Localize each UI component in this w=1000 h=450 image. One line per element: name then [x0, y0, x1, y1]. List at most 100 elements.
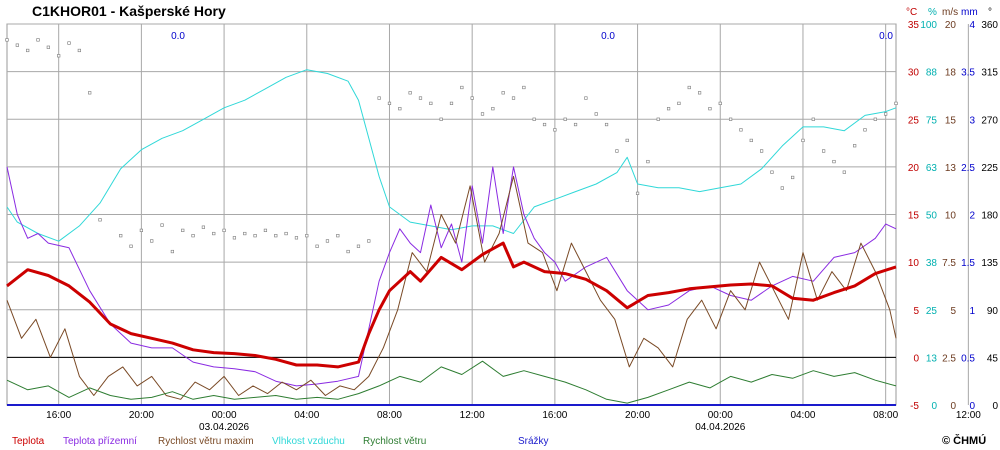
wind-direction-point: [5, 38, 9, 42]
wind-direction-point: [170, 249, 174, 254]
y-tick-label: 10: [908, 258, 920, 269]
wind-direction-point: [15, 43, 19, 47]
y-tick-label: 5: [950, 306, 956, 317]
wind-direction-point: [553, 128, 557, 132]
unit-percent: %: [928, 7, 937, 18]
wind-direction-point: [749, 138, 753, 143]
wind-direction-point: [656, 117, 660, 121]
wind-direction-point: [791, 175, 795, 180]
wind-direction-point: [480, 112, 485, 116]
wind-direction-point: [201, 225, 206, 229]
y-tick-label: 20: [945, 20, 957, 31]
y-axes: 35302520151050-5100887563503825130201815…: [908, 20, 999, 412]
y-tick-label: 100: [920, 20, 937, 31]
wind-direction-point: [232, 236, 237, 240]
wind-direction-point: [305, 234, 309, 238]
wind-direction-point: [811, 117, 815, 121]
wind-direction-point: [294, 236, 299, 240]
wind-direction-point: [760, 149, 764, 153]
x-tick-label: 08:00: [873, 410, 898, 421]
x-tick-label: 04:00: [294, 410, 319, 421]
legend: Teplota Teplota přízemní Rychlost větru ma…: [12, 436, 549, 447]
wind-direction-point: [604, 122, 609, 127]
wind-direction-point: [150, 239, 154, 243]
wind-direction-point: [677, 101, 681, 105]
y-tick-label: 13: [926, 353, 938, 364]
wind-direction-point: [687, 85, 691, 90]
y-tick-label: 38: [926, 258, 938, 269]
x-tick-label: 00:00: [708, 410, 733, 421]
y-tick-label: 90: [987, 306, 999, 317]
wind-direction-point: [770, 170, 774, 174]
y-tick-label: 5: [913, 306, 919, 317]
wind-direction-point: [429, 101, 433, 105]
y-tick-label: -5: [910, 401, 919, 412]
wind-direction-point: [873, 117, 877, 121]
wind-direction-point: [26, 48, 30, 53]
wind-direction-point: [697, 91, 702, 95]
y-tick-label: 7.5: [942, 258, 956, 269]
y-tick-label: 0: [931, 401, 937, 412]
wind-direction-point: [780, 186, 784, 190]
series-line-rychlost-v-tru: [6, 360, 897, 404]
wind-direction-point: [842, 170, 846, 174]
wind-direction-point: [563, 117, 567, 121]
x-tick-label: 04:00: [790, 410, 815, 421]
wind-direction-point: [542, 122, 547, 127]
legend-entry: Teplota přízemní: [63, 436, 137, 447]
x-tick-label: 12:00: [956, 410, 981, 421]
wind-direction-point: [346, 249, 350, 254]
y-tick-label: 63: [926, 163, 938, 174]
unit-header: °C % m/s mm °: [906, 7, 992, 18]
y-tick-label: 15: [908, 211, 920, 222]
wind-direction-point: [336, 234, 340, 238]
y-tick-label: 0: [992, 401, 998, 412]
unit-degc: °C: [906, 7, 917, 18]
y-tick-label: 180: [981, 211, 998, 222]
wind-direction-point: [666, 107, 671, 111]
wind-direction-point: [98, 218, 102, 222]
y-tick-label: 75: [926, 115, 938, 126]
y-tick-label: 25: [926, 306, 938, 317]
wind-direction-point: [57, 54, 61, 58]
y-tick-label: 20: [908, 163, 920, 174]
wind-direction-point: [853, 144, 857, 148]
wind-direction-point: [356, 244, 361, 248]
legend-entry: Směr větru: [448, 436, 497, 447]
y-tick-label: 2.5: [942, 353, 956, 364]
y-tick-label: 360: [981, 20, 998, 31]
wind-direction-point: [832, 159, 836, 164]
wind-direction-point: [88, 91, 92, 95]
wind-direction-point: [584, 96, 588, 100]
x-tick-label: 12:00: [460, 410, 485, 421]
wind-direction-point: [253, 234, 257, 238]
date-label: 04.04.2026: [695, 422, 745, 433]
wind-direction-point: [367, 239, 371, 243]
wind-direction-point: [822, 149, 826, 153]
wind-direction-point: [222, 228, 226, 232]
wind-direction-point: [160, 223, 164, 227]
series-line-vlhkost-vzduchu: [6, 69, 897, 242]
wind-direction-point: [284, 231, 288, 236]
y-tick-label: 25: [908, 115, 920, 126]
wind-direction-point: [67, 41, 71, 45]
y-tick-label: 1.5: [961, 258, 975, 269]
y-tick-label: 18: [945, 68, 957, 79]
wind-direction-point: [139, 228, 143, 232]
wind-direction-point: [511, 96, 516, 100]
wind-direction-point: [739, 128, 743, 132]
wind-direction-point: [439, 117, 443, 121]
wind-direction-point: [635, 191, 640, 195]
wind-direction-point: [532, 117, 536, 121]
x-tick-label: 20:00: [625, 410, 650, 421]
wind-direction-point: [863, 128, 867, 132]
wind-direction-point: [625, 138, 629, 143]
x-ticks: 16:00 20:00 00:00 04:00 08:00 12:00 16:00 20:00…: [46, 410, 981, 433]
y-tick-label: 50: [926, 211, 938, 222]
wind-direction-point: [119, 234, 123, 238]
wind-direction-point: [387, 101, 392, 105]
y-tick-label: 3.5: [961, 68, 975, 79]
y-tick-label: 0: [969, 401, 975, 412]
y-tick-label: 4: [969, 20, 975, 31]
